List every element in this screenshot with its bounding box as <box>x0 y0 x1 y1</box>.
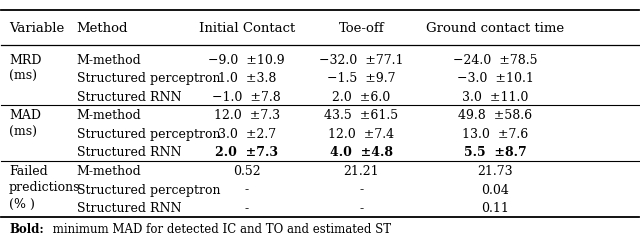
Text: 4.0  ±4.8: 4.0 ±4.8 <box>330 147 393 160</box>
Text: 12.0  ±7.3: 12.0 ±7.3 <box>214 109 280 122</box>
Text: -: - <box>244 202 249 215</box>
Text: (ms): (ms) <box>9 70 37 83</box>
Text: −3.0  ±10.1: −3.0 ±10.1 <box>457 72 534 85</box>
Text: Failed: Failed <box>9 165 48 178</box>
Text: 3.0  ±2.7: 3.0 ±2.7 <box>218 128 276 141</box>
Text: (% ): (% ) <box>9 198 35 211</box>
Text: Bold:: Bold: <box>9 223 44 236</box>
Text: 0.52: 0.52 <box>233 165 260 178</box>
Text: Toe-off: Toe-off <box>339 22 384 35</box>
Text: MAD: MAD <box>9 109 41 122</box>
Text: 5.5  ±8.7: 5.5 ±8.7 <box>464 147 527 160</box>
Text: 3.0  ±11.0: 3.0 ±11.0 <box>462 91 529 104</box>
Text: Method: Method <box>77 22 128 35</box>
Text: 0.04: 0.04 <box>481 184 509 197</box>
Text: -: - <box>359 184 364 197</box>
Text: 12.0  ±7.4: 12.0 ±7.4 <box>328 128 394 141</box>
Text: 2.0  ±7.3: 2.0 ±7.3 <box>215 147 278 160</box>
Text: Structured RNN: Structured RNN <box>77 202 181 215</box>
Text: 21.21: 21.21 <box>344 165 380 178</box>
Text: 0.11: 0.11 <box>481 202 509 215</box>
Text: −24.0  ±78.5: −24.0 ±78.5 <box>453 54 538 67</box>
Text: Variable: Variable <box>9 22 64 35</box>
Text: -: - <box>359 202 364 215</box>
Text: −1.5  ±9.7: −1.5 ±9.7 <box>327 72 396 85</box>
Text: M-method: M-method <box>77 165 141 178</box>
Text: minimum MAD for detected IC and TO and estimated ST: minimum MAD for detected IC and TO and e… <box>49 223 390 236</box>
Text: Initial Contact: Initial Contact <box>198 22 295 35</box>
Text: Structured RNN: Structured RNN <box>77 91 181 104</box>
Text: 2.0  ±6.0: 2.0 ±6.0 <box>332 91 390 104</box>
Text: Structured RNN: Structured RNN <box>77 147 181 160</box>
Text: MRD: MRD <box>9 54 42 67</box>
Text: predictions: predictions <box>9 181 81 194</box>
Text: 43.5  ±61.5: 43.5 ±61.5 <box>324 109 399 122</box>
Text: 13.0  ±7.6: 13.0 ±7.6 <box>462 128 529 141</box>
Text: Structured perceptron: Structured perceptron <box>77 184 220 197</box>
Text: Ground contact time: Ground contact time <box>426 22 564 35</box>
Text: 49.8  ±58.6: 49.8 ±58.6 <box>458 109 532 122</box>
Text: -: - <box>244 184 249 197</box>
Text: −1.0  ±7.8: −1.0 ±7.8 <box>212 91 281 104</box>
Text: Structured perceptron: Structured perceptron <box>77 128 220 141</box>
Text: −32.0  ±77.1: −32.0 ±77.1 <box>319 54 404 67</box>
Text: Structured perceptron: Structured perceptron <box>77 72 220 85</box>
Text: 1.0  ±3.8: 1.0 ±3.8 <box>218 72 276 85</box>
Text: 21.73: 21.73 <box>477 165 513 178</box>
Text: M-method: M-method <box>77 54 141 67</box>
Text: M-method: M-method <box>77 109 141 122</box>
Text: (ms): (ms) <box>9 126 37 139</box>
Text: −9.0  ±10.9: −9.0 ±10.9 <box>209 54 285 67</box>
